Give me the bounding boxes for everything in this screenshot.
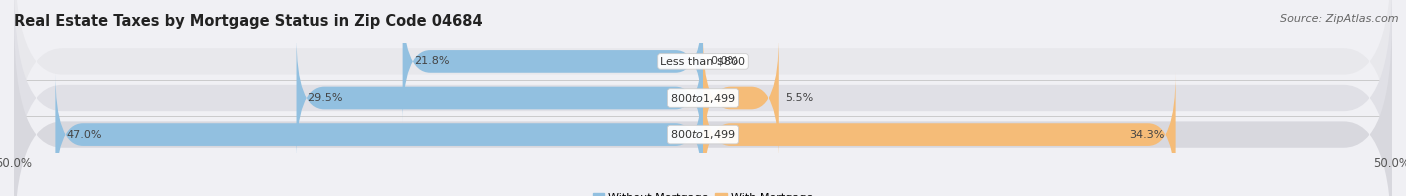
- FancyBboxPatch shape: [703, 36, 779, 160]
- Text: 47.0%: 47.0%: [66, 130, 101, 140]
- Text: 0.0%: 0.0%: [710, 56, 738, 66]
- FancyBboxPatch shape: [703, 73, 1175, 196]
- Text: 5.5%: 5.5%: [786, 93, 814, 103]
- Text: Less than $800: Less than $800: [661, 56, 745, 66]
- FancyBboxPatch shape: [14, 0, 1392, 176]
- FancyBboxPatch shape: [55, 73, 703, 196]
- FancyBboxPatch shape: [297, 36, 703, 160]
- Text: $800 to $1,499: $800 to $1,499: [671, 128, 735, 141]
- Legend: Without Mortgage, With Mortgage: Without Mortgage, With Mortgage: [588, 189, 818, 196]
- Text: 21.8%: 21.8%: [413, 56, 449, 66]
- Text: 34.3%: 34.3%: [1129, 130, 1164, 140]
- FancyBboxPatch shape: [402, 0, 703, 123]
- FancyBboxPatch shape: [14, 0, 1392, 196]
- Text: 29.5%: 29.5%: [308, 93, 343, 103]
- Text: Real Estate Taxes by Mortgage Status in Zip Code 04684: Real Estate Taxes by Mortgage Status in …: [14, 14, 482, 29]
- Text: $800 to $1,499: $800 to $1,499: [671, 92, 735, 104]
- Text: Source: ZipAtlas.com: Source: ZipAtlas.com: [1281, 14, 1399, 24]
- FancyBboxPatch shape: [14, 20, 1392, 196]
